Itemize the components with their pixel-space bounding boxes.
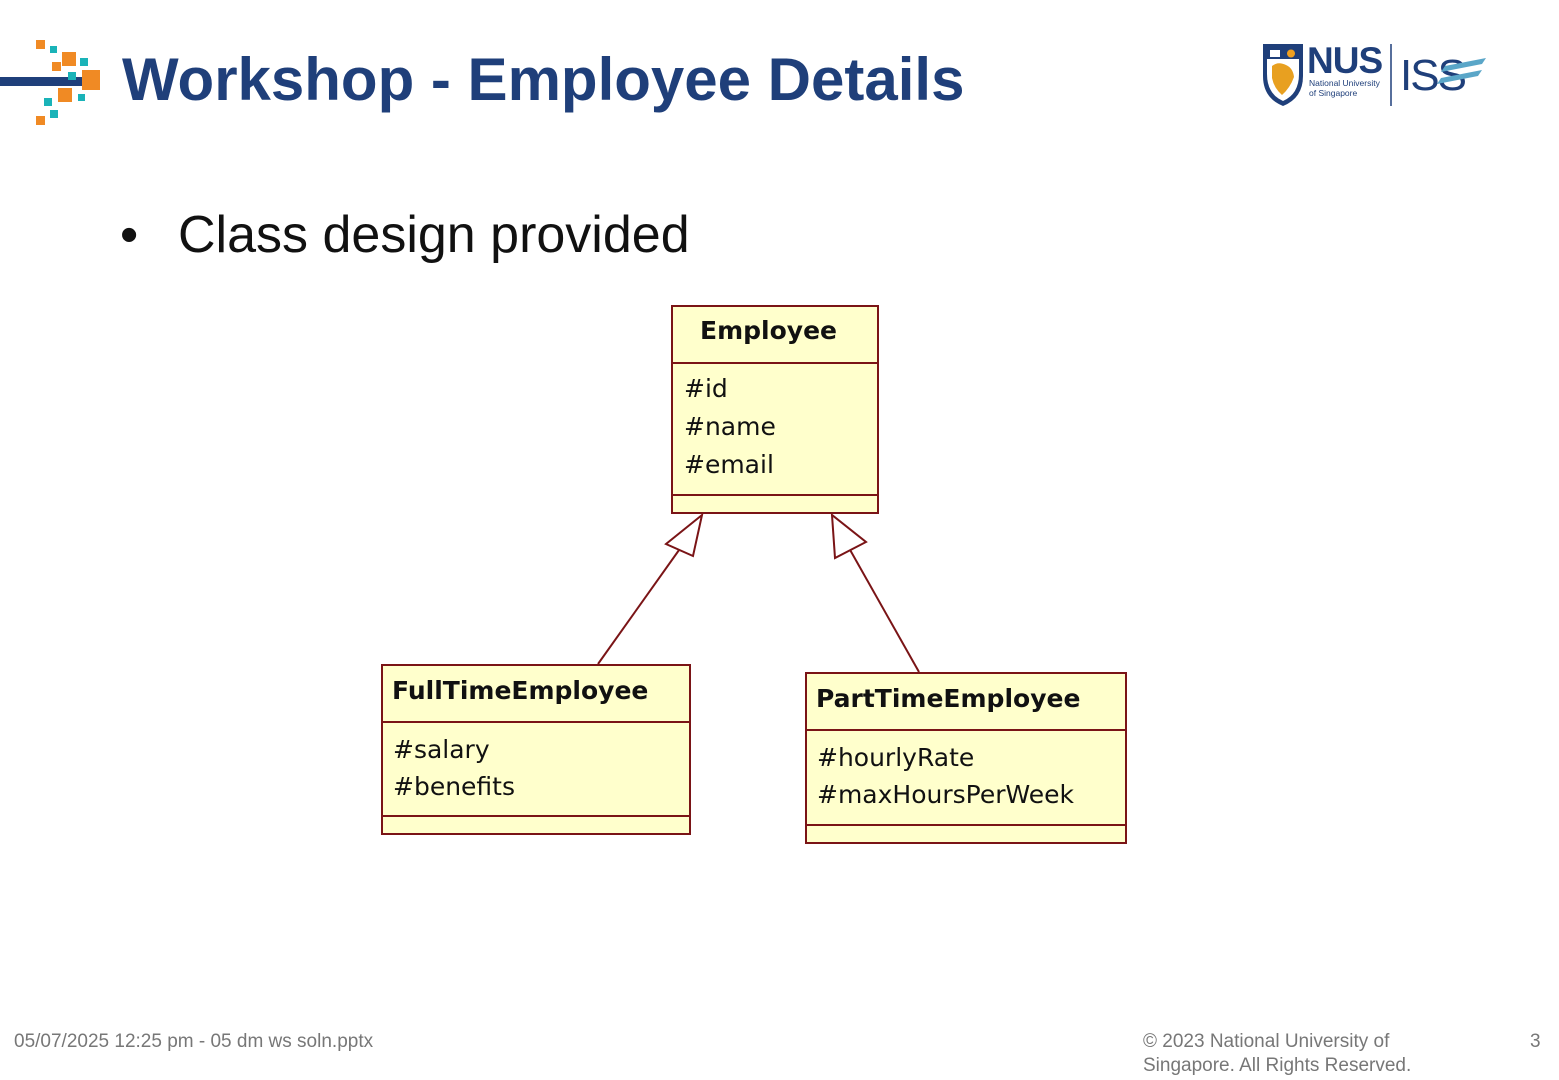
class-attribute: #id [684,374,728,403]
class-attribute: #email [684,450,774,479]
class-name: Employee [673,307,877,364]
class-attribute: #name [684,412,776,441]
parttime-generalization-line [848,547,920,673]
svg-text:National University: National University [1309,78,1381,88]
decorative-squares-icon [0,40,100,125]
class-attribute: #salary [393,735,490,764]
footer-file-info: 05/07/2025 12:25 pm - 05 dm ws soln.pptx [14,1031,374,1052]
bullet-marker: • [120,206,139,264]
class-name: PartTimeEmployee [807,674,1125,731]
class-attributes: #hourlyRate #maxHoursPerWeek [807,731,1125,826]
parttime-generalization-arrowhead [830,512,868,560]
copyright-line: © 2023 National University of [1143,1031,1390,1052]
fulltime-generalization-arrowhead [664,512,704,558]
bullet-text: Class design provided [178,206,690,264]
class-attribute: #maxHoursPerWeek [817,780,1074,809]
svg-text:NUS: NUS [1307,40,1382,81]
slide-title: Workshop - Employee Details [122,46,965,113]
footer-copyright: © 2023 National University of Singapore.… [1143,1030,1443,1078]
fulltime-generalization-line [597,535,690,665]
class-attributes: #id #name #email [673,364,877,496]
nus-iss-logo-icon: NUS National University of Singapore ISS [1263,40,1486,106]
class-name: FullTimeEmployee [383,666,689,723]
class-employee: Employee #id #name #email [671,305,879,514]
class-parttimeemployee: PartTimeEmployee #hourlyRate #maxHoursPe… [805,672,1127,844]
class-attributes: #salary #benefits [383,723,689,817]
class-attribute: #benefits [393,772,515,801]
page-number: 3 [1530,1031,1541,1052]
class-attribute: #hourlyRate [817,743,975,772]
svg-text:of Singapore: of Singapore [1309,88,1357,98]
copyright-line: Singapore. All Rights Reserved. [1143,1055,1412,1076]
class-fulltimeemployee: FullTimeEmployee #salary #benefits [381,664,691,835]
